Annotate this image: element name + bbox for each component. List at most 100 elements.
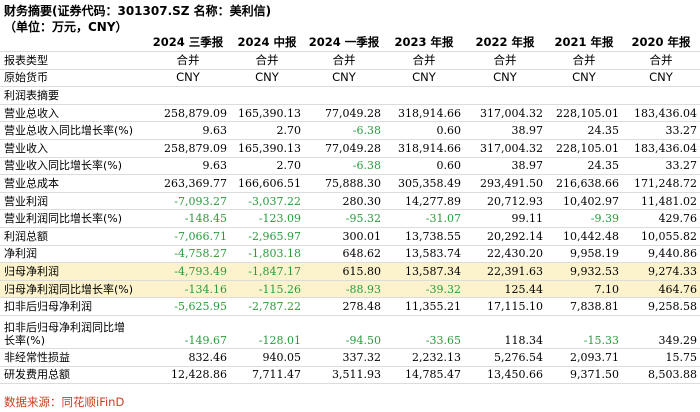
unit-note: （单位：万元，CNY） [4,20,128,34]
table-cell: 33.27 [622,121,700,141]
table-cell: 305,358.49 [384,174,464,193]
table-cell: 2.70 [230,121,304,141]
table-cell: 12,428.86 [146,366,230,385]
column-header: 2024 三季报 [146,34,230,53]
table-cell: 318,914.66 [384,139,464,158]
table-cell: 228,105.01 [546,139,622,158]
table-row: 扣非后归母净利润 -5,625.95 -2,787.22 278.48 11,355.2… [0,297,700,316]
row-label-line: 长率(%) [4,334,46,347]
table-row: 利润总额 -7,066.71 -2,965.97 300.01 13,738.55 20,… [0,227,700,246]
row-label: 营业收入 [0,139,146,158]
row-label: 报表类型 [0,51,146,70]
table-cell: 317,004.32 [464,139,546,158]
table-cell: -15.33 [546,315,622,349]
table-row: 营业利润 -7,093.27 -3,037.22 280.30 14,277.89 20,… [0,192,700,211]
table-row: 营业收入同比增长率(%) 9.63 2.70 -6.38 0.60 38.97 24.35 3… [0,157,700,176]
table-cell: -128.01 [230,315,304,349]
table-cell: CNY [622,69,700,88]
table-cell: 648.62 [304,245,384,264]
table-cell: 22,430.20 [464,245,546,264]
table-cell: 940.05 [230,348,304,367]
table-cell: 216,638.66 [546,174,622,193]
table-cell: 77,049.28 [304,104,384,123]
table-row: 非经常性损益 832.46 940.05 337.32 2,232.13 5,276.54… [0,348,700,367]
table-cell: -95.32 [304,209,384,229]
table-cell: 429.76 [622,209,700,229]
table-cell: -148.45 [146,209,230,229]
table-cell: 832.46 [146,348,230,367]
table-cell: 11,355.21 [384,297,464,316]
table-cell: 20,712.93 [464,192,546,211]
table-cell: 125.44 [464,280,546,299]
table-cell: 2,093.71 [546,348,622,367]
table-cell: 14,277.89 [384,192,464,211]
financial-summary-table: 2024 三季报 2024 中报 2024 一季报 2023 年报 2022 年报 202… [0,34,700,385]
data-source-note: 数据来源：同花顺iFinD [4,395,125,409]
table-cell: 99.11 [464,209,546,229]
table-cell: 258,879.09 [146,104,230,123]
table-cell: 317,004.32 [464,104,546,123]
table-cell: 合并 [384,51,464,70]
table-cell: 合并 [546,51,622,70]
table-cell: -2,965.97 [230,227,304,246]
table-cell: 9,274.33 [622,262,700,281]
column-header: 2021 年报 [546,34,622,53]
table-cell: -88.93 [304,280,384,299]
meta-row: 原始货币 CNY CNY CNY CNY CNY CNY CNY [0,69,700,88]
row-label: 净利润 [0,245,146,264]
table-cell: 258,879.09 [146,139,230,158]
table-cell: -134.16 [146,280,230,299]
table-cell: -149.67 [146,315,230,349]
table-cell: 合并 [146,51,230,70]
table-cell: 166,606.51 [230,174,304,193]
table-cell: -39.32 [384,280,464,299]
table-row: 营业总收入同比增长率(%) 9.63 2.70 -6.38 0.60 38.97 24.35… [0,121,700,141]
table-cell: CNY [464,69,546,88]
row-label: 归母净利润 [0,262,146,281]
meta-row: 报表类型 合并 合并 合并 合并 合并 合并 合并 [0,51,700,70]
column-header: 2024 中报 [230,34,304,53]
table-cell: CNY [304,69,384,88]
row-label: 营业收入同比增长率(%) [0,157,146,176]
table-cell: 615.80 [304,262,384,281]
table-row: 扣非后归母净利润同比增 长率(%) -149.67 -128.01 -94.50 -33.… [0,315,700,349]
table-cell: 183,436.04 [622,104,700,123]
table-cell: CNY [546,69,622,88]
table-cell: -4,758.27 [146,245,230,264]
table-cell: 10,442.48 [546,227,622,246]
table-cell: CNY [146,69,230,88]
table-cell: 9,440.86 [622,245,700,264]
table-cell: -3,037.22 [230,192,304,211]
row-label: 研发费用总额 [0,366,146,385]
table-cell: 0.60 [384,121,464,141]
table-cell: -7,066.71 [146,227,230,246]
section-label: 利润表摘要 [0,86,700,105]
table-cell: -33.65 [384,315,464,349]
table-cell: 8,503.88 [622,366,700,385]
table-cell: 0.60 [384,157,464,176]
table-cell: 263,369.77 [146,174,230,193]
table-cell: 278.48 [304,297,384,316]
row-label: 原始货币 [0,69,146,88]
table-row: 营业总成本 263,369.77 166,606.51 75,888.30 305,35… [0,174,700,193]
table-cell: 337.32 [304,348,384,367]
row-label-line: 扣非后归母净利润同比增 [4,321,125,334]
row-label: 扣非后归母净利润同比增 长率(%) [0,315,146,349]
table-cell: -31.07 [384,209,464,229]
table-cell: 13,450.66 [464,366,546,385]
table-cell: 118.34 [464,315,546,349]
section-row: 利润表摘要 [0,86,700,105]
row-label: 营业总收入 [0,104,146,123]
table-cell: 11,481.02 [622,192,700,211]
table-cell: 17,115.10 [464,297,546,316]
table-cell: 300.01 [304,227,384,246]
table-cell: -5,625.95 [146,297,230,316]
row-label: 利润总额 [0,227,146,246]
table-cell: 2,232.13 [384,348,464,367]
table-cell: CNY [230,69,304,88]
table-cell: 15.75 [622,348,700,367]
table-cell: -115.26 [230,280,304,299]
table-cell: -7,093.27 [146,192,230,211]
table-cell: 318,914.66 [384,104,464,123]
table-cell: 10,402.97 [546,192,622,211]
